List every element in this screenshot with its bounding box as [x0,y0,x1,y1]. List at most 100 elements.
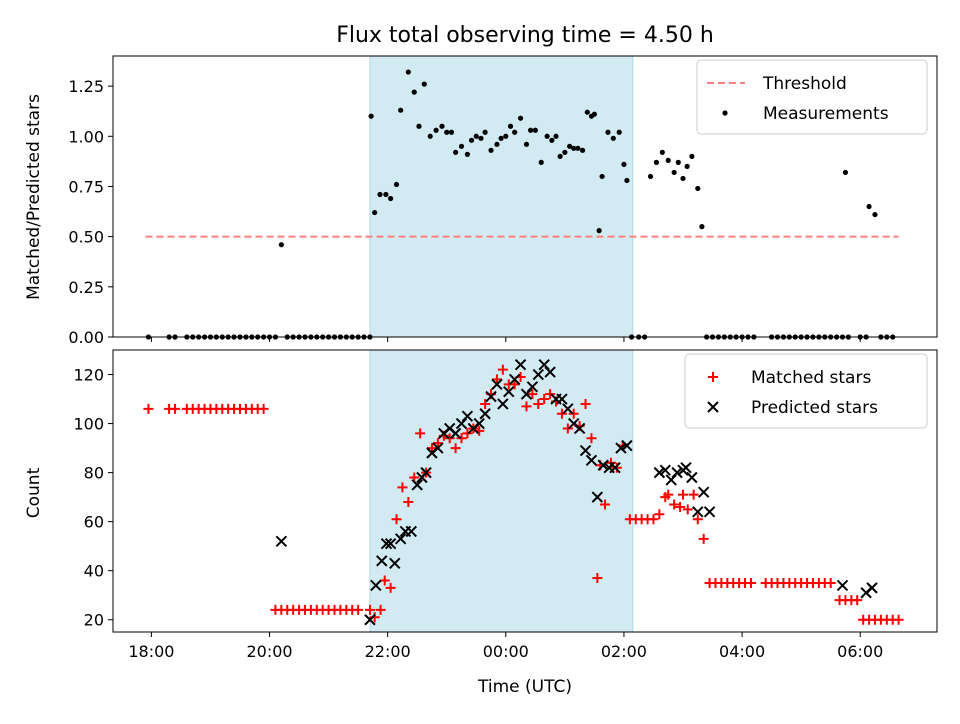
measurement-point [872,211,878,218]
x-tick-label: 02:00 [601,642,647,661]
predicted-star-point [591,491,604,503]
measurement-point [503,133,509,139]
matched-star-point [745,577,756,588]
chart-title: Flux total observing time = 4.50 h [336,23,714,48]
measurement-point [665,157,671,163]
legend-predicted-marker [707,401,719,413]
predicted-star-point [573,422,586,435]
predicted-star-point [520,388,533,400]
matched-star-point [698,533,709,544]
predicted-star-point [836,579,849,592]
matched-star-point [497,364,508,375]
predicted-star-point [364,614,376,626]
top-legend: Threshold Measurements [696,59,928,135]
bottom-shaded-interval [369,349,634,633]
matched-star-point [663,489,674,500]
matched-star-point [143,403,154,414]
bottom-y-tick-label: 100 [73,415,104,434]
predicted-star-point [479,408,491,420]
bottom-legend: Matched stars Predicted stars [684,353,928,429]
measurement-point [553,133,559,139]
matched-star-point [678,489,689,500]
predicted-star-point [376,555,388,567]
matched-star-point [364,604,375,615]
legend-matched-marker [708,372,718,382]
measurement-point [566,143,573,149]
matched-star-point [825,577,836,588]
matched-star-point [521,401,532,412]
predicted-star-point [275,535,288,547]
measurement-point [584,109,590,115]
predicted-star-point [544,366,556,378]
predicted-star-point [514,359,527,371]
predicted-star-point [491,378,503,391]
matched-star-point [391,514,402,525]
matched-star-point [611,462,622,473]
measurement-point [507,123,514,129]
measurement-point [599,173,605,180]
legend-label: Matched stars [751,368,871,388]
bottom-y-tick-label: 20 [84,611,104,630]
measurement-point [444,129,450,135]
measurement-point [562,149,568,155]
matched-star-point [415,428,426,439]
measurement-point [624,177,630,184]
matched-star-point [491,374,502,385]
matched-star-point [592,573,603,584]
matched-star-point [586,433,597,444]
predicted-star-point [680,461,692,474]
matched-star-point [426,443,437,454]
top-y-axis-label: Matched/Predicted stars [24,94,44,300]
measurement-point [647,173,654,180]
measurement-point [671,169,677,176]
predicted-star-point [508,373,521,386]
measurement-point [512,129,518,135]
predicted-star-point [473,417,485,430]
x-tick-label: 20:00 [246,642,292,661]
predicted-star-point [420,466,432,479]
bottom-axes-frame [112,349,938,633]
measurement-point [684,163,690,169]
predicted-star-point [384,538,397,550]
matched-star-point [403,497,414,508]
measurement-point [517,115,524,121]
measurement-point [439,123,445,129]
top-legend-box [696,59,928,135]
measurement-point [523,141,530,147]
top-y-tick-label: 0.00 [68,328,104,347]
predicted-star-point [665,474,677,486]
top-y-tick-label: 0.75 [68,177,104,196]
measurement-point [528,127,534,133]
measurement-point [377,191,383,198]
predicted-star-point [866,582,878,594]
matched-star-point [527,389,538,400]
predicted-star-point [526,381,539,393]
matched-star-point [444,433,455,444]
x-axis-label: Time (UTC) [477,677,572,697]
measurement-point [482,129,488,135]
matched-star-point [556,408,567,419]
matched-star-point [669,499,680,510]
measurement-point [616,129,622,135]
measurement-point [498,135,504,141]
measurement-point [464,151,471,157]
x-tick-label: 22:00 [365,642,411,661]
measurement-point [488,147,494,153]
top-y-tick-label: 0.50 [68,228,104,247]
measurement-point [473,133,479,139]
predicted-star-point [703,506,716,518]
predicted-star-point [461,410,474,422]
predicted-star-point [380,538,393,550]
measurement-point [372,209,378,216]
measurement-point [675,159,681,165]
matched-star-point [675,501,686,512]
matched-star-point [654,509,665,520]
top-y-tick-label: 1.00 [68,127,104,146]
matched-star-point [580,398,591,409]
matched-star-point [648,514,659,525]
bottom-y-axis-label: Count [24,467,44,518]
top-shaded-interval [369,55,634,338]
matched-star-point [432,438,443,449]
matched-star-point [688,489,699,500]
